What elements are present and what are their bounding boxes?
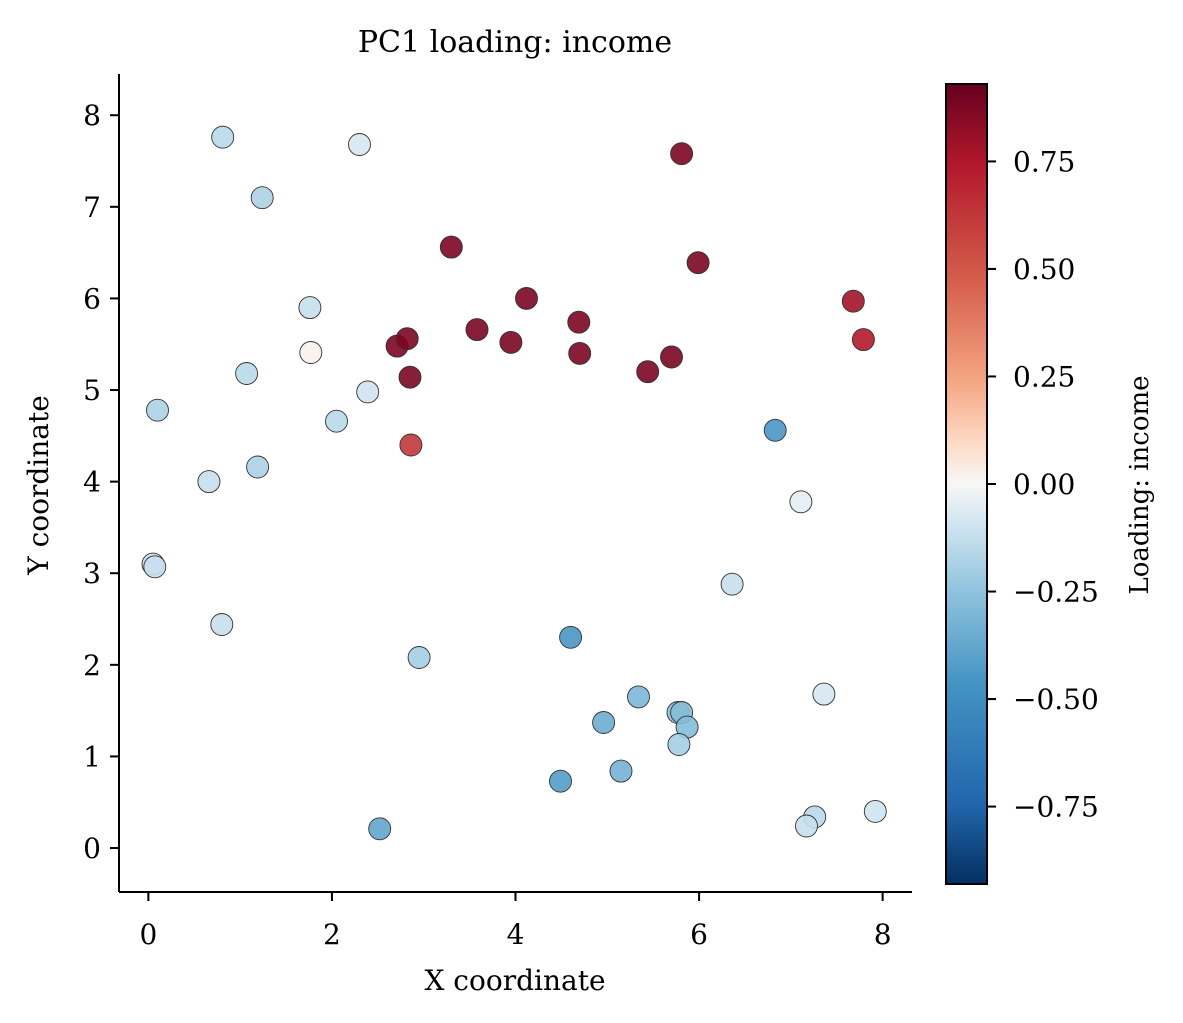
data-point-24 (763, 418, 787, 442)
y-axis-label: Y coordinate (22, 395, 55, 576)
data-point-32 (210, 613, 234, 636)
x-tick-label: 8 (874, 918, 892, 951)
data-point-3 (670, 142, 694, 166)
y-tick-label: 1 (83, 740, 101, 773)
data-point-13 (465, 318, 489, 342)
data-point-15 (567, 310, 591, 334)
colorbar-tick-label: −0.50 (1013, 683, 1099, 716)
data-point-9 (851, 328, 875, 352)
colorbar-gradient (945, 83, 988, 885)
colorbar-tick-label: 0.25 (1013, 360, 1075, 393)
data-point-26 (246, 455, 270, 479)
y-tick-label: 6 (83, 282, 101, 315)
colorbar-tick-label: 0.50 (1013, 253, 1075, 286)
colorbar-label: Loading: income (1125, 375, 1155, 594)
data-point-6 (298, 296, 322, 320)
data-point-34 (407, 646, 431, 669)
data-point-14 (499, 330, 523, 354)
data-point-36 (627, 685, 650, 709)
points-layer (141, 125, 887, 841)
data-point-41 (667, 733, 691, 756)
colorbar-tick-label: 0.75 (1013, 145, 1075, 178)
data-point-25 (399, 433, 423, 457)
data-point-27 (197, 470, 221, 494)
data-point-21 (356, 380, 380, 404)
y-tick-label: 5 (83, 374, 101, 407)
x-tick-label: 4 (507, 918, 525, 951)
data-point-5 (686, 251, 710, 275)
data-point-7 (515, 286, 538, 310)
y-tick-label: 2 (83, 649, 101, 682)
data-point-31 (720, 572, 744, 596)
data-point-8 (841, 289, 865, 313)
data-point-28 (789, 490, 813, 514)
y-tick-label: 4 (83, 466, 101, 499)
x-ticks: 0 2 4 6 8 (139, 892, 892, 951)
axes-layer (118, 74, 912, 893)
data-point-19 (398, 365, 422, 389)
y-ticks: 0 1 2 3 4 5 6 7 8 (83, 99, 119, 865)
chart-title: PC1 loading: income (358, 25, 672, 60)
colorbar: 0.75 0.50 0.25 0.00 −0.25 −0.50 −0.75 Loading:… (945, 83, 1155, 885)
data-point-10 (299, 341, 323, 364)
y-tick-label: 3 (83, 557, 101, 590)
data-point-39 (592, 711, 616, 734)
data-point-43 (549, 769, 572, 793)
data-point-42 (609, 759, 633, 783)
colorbar-tick-label: −0.25 (1013, 576, 1099, 609)
data-point-16 (568, 341, 592, 365)
data-point-35 (812, 682, 836, 706)
y-tick-label: 7 (83, 191, 101, 224)
data-point-12 (395, 327, 419, 351)
y-tick-label: 0 (83, 832, 101, 865)
data-point-33 (559, 625, 583, 649)
data-point-23 (325, 409, 348, 433)
data-point-17 (660, 345, 683, 369)
data-point-30 (143, 555, 167, 579)
data-point-4 (439, 235, 463, 259)
data-point-2 (250, 186, 274, 210)
data-point-44 (863, 799, 887, 823)
data-point-22 (146, 398, 169, 422)
data-point-1 (348, 133, 371, 156)
data-point-46 (795, 814, 818, 838)
data-point-20 (235, 362, 259, 385)
colorbar-ticks: 0.75 0.50 0.25 0.00 −0.25 −0.50 −0.75 (987, 145, 1099, 824)
data-point-47 (368, 817, 392, 841)
data-point-18 (636, 360, 660, 384)
x-tick-label: 0 (139, 918, 157, 951)
data-point-0 (211, 125, 235, 149)
x-axis-label: X coordinate (424, 964, 605, 997)
x-tick-label: 2 (323, 918, 341, 951)
x-tick-label: 6 (690, 918, 708, 951)
colorbar-tick-label: −0.75 (1013, 791, 1099, 824)
colorbar-tick-label: 0.00 (1013, 468, 1075, 501)
y-tick-label: 8 (83, 99, 101, 132)
